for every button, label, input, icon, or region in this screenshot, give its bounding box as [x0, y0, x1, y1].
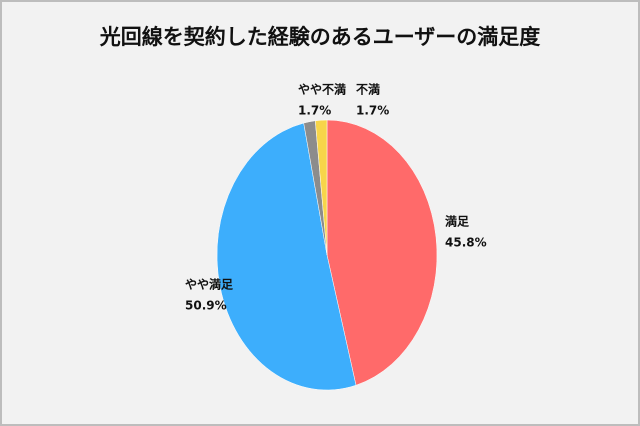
- pie-slice: [326, 119, 438, 386]
- slice-label: 満足: [445, 214, 469, 229]
- slice-value: 1.7%: [298, 104, 331, 118]
- slice-value: 50.9%: [185, 299, 227, 313]
- pie-slice: [315, 119, 328, 256]
- slice-value: 1.7%: [356, 104, 389, 118]
- pie-slice: [216, 122, 357, 391]
- slice-label: やや満足: [185, 277, 233, 292]
- slice-label: 不満: [356, 82, 380, 97]
- chart-title: 光回線を契約した経験のあるユーザーの満足度: [99, 25, 541, 49]
- slice-value: 45.8%: [445, 236, 487, 250]
- slice-label: やや不満: [298, 82, 346, 97]
